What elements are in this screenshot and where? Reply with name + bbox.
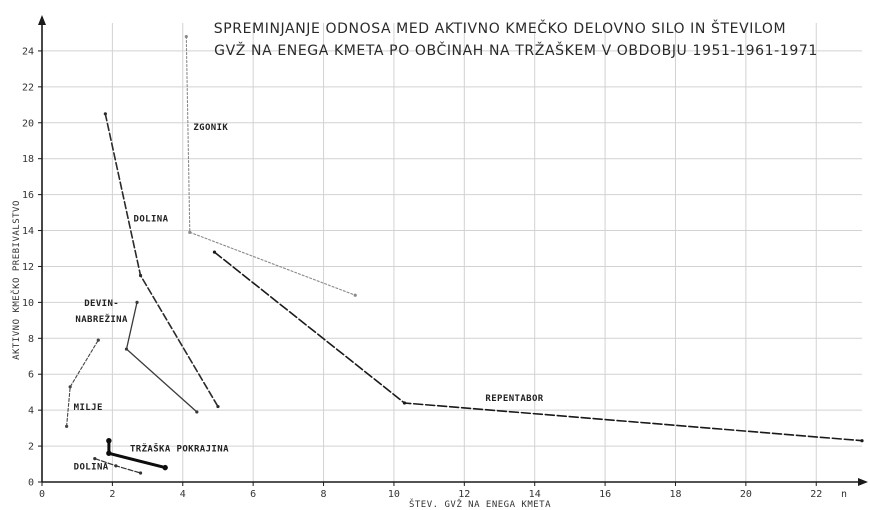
annotation-label-6: TRŽAŠKA POKRAJINA [130,442,229,454]
series-point-5-2 [162,464,168,471]
x-tick-label-1: 2 [109,489,115,500]
y-tick-label-11: 22 [22,82,34,93]
annotation-label-5: MILJE [74,403,103,413]
series-point-0-1 [188,230,192,234]
series-line-0 [185,36,356,296]
chart-title-line-2: GVŽ NA ENEGA KMETA PO OBČINAH NA TRŽAŠKE… [214,41,818,59]
series-line-1 [104,113,219,408]
x-tick-label-10: 20 [740,489,752,500]
y-tick-label-9: 18 [22,154,34,165]
x-axis-label: ŠTEV. GVŽ NA ENEGA KMETA [409,498,551,510]
x-tick-label-2: 4 [180,489,186,500]
x-tick-label-5: 10 [388,489,400,500]
axes [38,15,868,486]
x-tick-label-8: 16 [599,489,611,500]
series-point-5-0 [106,437,112,444]
x-tick-label-7: 14 [529,489,541,500]
x-tick-label-11: 22 [810,489,822,500]
series-line-4 [66,339,99,427]
x-tick-label-9: 18 [669,489,681,500]
series-point-4-1 [68,385,72,389]
series-point-0-0 [184,34,188,39]
series-point-3-2 [195,410,199,414]
y-tick-label-4: 8 [28,334,34,345]
series-point-0-2 [353,293,357,297]
x-axis-arrow [858,478,868,486]
series-point-2-2 [860,439,864,443]
series-point-1-2 [216,404,220,409]
data-series [65,34,864,475]
y-tick-label-3: 6 [28,370,34,381]
y-tick-label-12: 24 [22,46,34,57]
y-tick-label-5: 10 [22,298,34,309]
series-point-5-1 [106,450,112,456]
series-point-6-0 [93,457,97,461]
series-point-1-0 [103,112,107,116]
y-tick-label-8: 16 [22,190,34,201]
series-point-1-1 [138,273,143,278]
annotation-label-7: DOLINA [74,462,109,472]
x-tick-label-4: 8 [321,489,327,500]
series-point-3-1 [124,347,129,351]
series-point-4-0 [65,424,69,428]
series-line-2 [213,251,863,442]
series-annotations: ZGONIK DOLINA REPENTABOR DEVIN- NABREŽINA MIL… [74,123,544,472]
x-tick-label-3: 6 [250,489,256,500]
annotation-label-1: DOLINA [134,215,169,225]
y-tick-label-7: 14 [22,226,34,237]
y-tick-label-6: 12 [22,262,34,273]
chart-title-line-1: SPREMINJANJE ODNOSA MED AKTIVNO KMEČKO D… [214,19,786,37]
series-point-4-2 [96,338,100,342]
annotation-label-3: DEVIN- [84,299,119,309]
grid-lines [42,23,862,482]
series-point-6-2 [138,471,143,475]
y-tick-label-2: 4 [28,406,34,417]
y-tick-label-1: 2 [28,442,34,453]
y-tick-label-10: 20 [22,118,34,129]
y-axis-label: AKTIVNO KMEČKO PREBIVALSTVO [10,200,22,360]
series-point-3-0 [135,300,139,304]
series-point-6-1 [114,464,118,468]
x-tick-label-6: 12 [458,489,470,500]
annotation-label-2: REPENTABOR [485,394,543,404]
series-point-2-0 [212,250,217,254]
x-axis-end-label: n [841,489,847,500]
annotation-label-0: ZGONIK [193,123,228,133]
y-axis-arrow [38,15,46,25]
tick-labels: 0 2 4 6 8 10 12 14 16 18 20 22 n02468101214161820222… [22,46,847,500]
annotation-label-4: NABREŽINA [75,313,128,325]
series-line-3 [125,301,198,413]
y-tick-label-0: 0 [28,478,34,489]
series-point-2-1 [402,401,407,405]
x-tick-label-0: 0 [39,489,45,500]
